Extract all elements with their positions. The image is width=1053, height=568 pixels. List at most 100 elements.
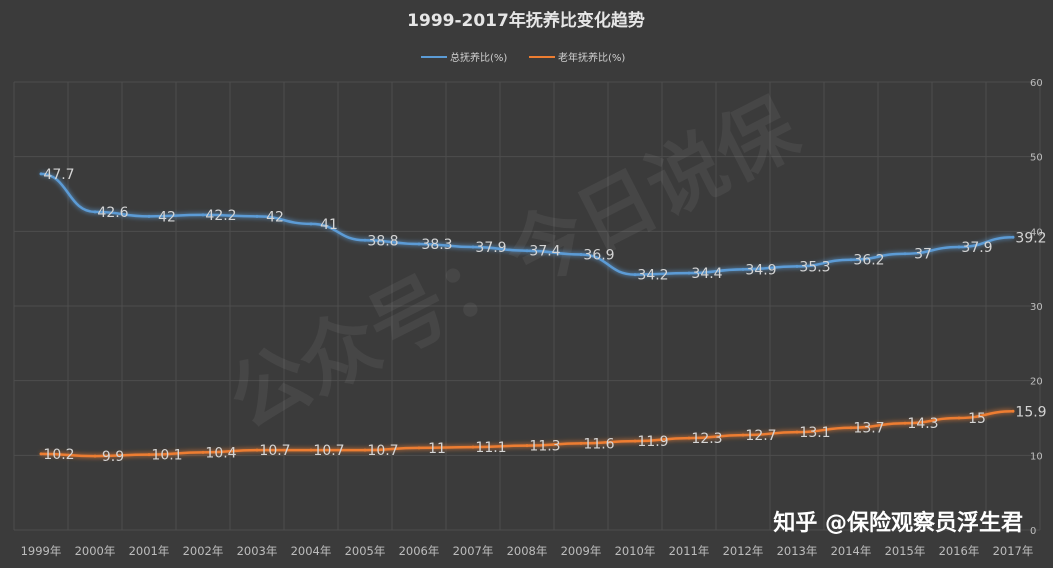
data-label: 11.6	[583, 436, 614, 452]
data-label: 42.6	[97, 205, 128, 221]
data-label: 15.9	[1015, 404, 1046, 420]
data-point	[471, 445, 475, 449]
data-point	[147, 453, 151, 457]
x-tick-label: 2006年	[399, 544, 440, 558]
data-point	[417, 446, 421, 450]
watermark-diagonal: 公众号：今日说保	[215, 83, 813, 447]
chart-title: 1999-2017年抚养比变化趋势	[407, 10, 645, 31]
x-tick-label: 2003年	[237, 544, 278, 558]
legend-label: 总抚养比(%)	[450, 51, 507, 64]
data-point	[39, 172, 43, 176]
data-point	[687, 271, 691, 275]
data-point	[579, 252, 583, 256]
data-point	[1011, 409, 1015, 413]
data-label: 47.7	[43, 167, 74, 183]
data-label: 34.2	[637, 268, 668, 284]
x-tick-label: 2016年	[939, 544, 980, 558]
x-tick-label: 2000年	[75, 544, 116, 558]
data-label: 11.3	[529, 439, 560, 455]
data-label: 15	[968, 411, 986, 427]
data-point	[633, 439, 637, 443]
x-tick-label: 2011年	[669, 544, 710, 558]
data-point	[579, 441, 583, 445]
data-point	[795, 264, 799, 268]
data-label: 10.2	[43, 447, 74, 463]
legend-item: 老年抚养比(%)	[529, 51, 625, 64]
data-point	[1011, 235, 1015, 239]
data-point	[795, 430, 799, 434]
y-tick-label: 10	[1030, 451, 1043, 462]
x-tick-label: 2009年	[561, 544, 602, 558]
data-label: 34.9	[745, 262, 776, 278]
data-point	[741, 267, 745, 271]
x-tick-label: 2001年	[129, 544, 170, 558]
data-point	[633, 273, 637, 277]
x-tick-label: 2012年	[723, 544, 764, 558]
data-label: 9.9	[102, 449, 124, 465]
data-point	[201, 213, 205, 217]
data-point	[309, 448, 313, 452]
data-label: 10.1	[151, 448, 182, 464]
x-tick-label: 2010年	[615, 544, 656, 558]
data-label: 36.9	[583, 247, 614, 263]
data-point	[309, 222, 313, 226]
data-label: 35.3	[799, 259, 830, 275]
data-label: 37.4	[529, 244, 560, 260]
data-point	[525, 249, 529, 253]
data-label: 37.9	[475, 240, 506, 256]
data-label: 10.7	[259, 443, 290, 459]
data-point	[147, 214, 151, 218]
data-label: 42	[266, 209, 284, 225]
x-tick-label: 2013年	[777, 544, 818, 558]
y-tick-label: 20	[1030, 377, 1043, 388]
data-point	[93, 210, 97, 214]
data-point	[39, 452, 43, 456]
x-tick-label: 2007年	[453, 544, 494, 558]
data-label: 12.7	[745, 428, 776, 444]
data-label: 38.3	[421, 237, 452, 253]
data-point	[687, 436, 691, 440]
data-point	[957, 416, 961, 420]
data-point	[903, 252, 907, 256]
data-point	[417, 242, 421, 246]
data-label: 13.7	[853, 421, 884, 437]
data-label: 36.2	[853, 253, 884, 269]
x-tick-label: 1999年	[21, 544, 62, 558]
data-point	[849, 426, 853, 430]
data-point	[471, 245, 475, 249]
data-label: 10.7	[313, 443, 344, 459]
legend-label: 老年抚养比(%)	[558, 51, 625, 64]
data-point	[903, 421, 907, 425]
data-point	[201, 450, 205, 454]
data-point	[93, 454, 97, 458]
x-tick-label: 2008年	[507, 544, 548, 558]
data-label: 14.3	[907, 416, 938, 432]
data-label: 34.4	[691, 266, 722, 282]
data-point	[849, 258, 853, 262]
x-tick-label: 2005年	[345, 544, 386, 558]
y-tick-label: 50	[1030, 153, 1043, 164]
data-label: 10.7	[367, 443, 398, 459]
data-point	[255, 214, 259, 218]
data-label: 39.2	[1015, 230, 1046, 246]
data-point	[255, 448, 259, 452]
data-point	[525, 444, 529, 448]
x-tick-label: 2015年	[885, 544, 926, 558]
data-label: 42.2	[205, 208, 236, 224]
y-tick-label: 40	[1030, 227, 1043, 238]
data-label: 13.1	[799, 425, 830, 441]
data-point	[363, 448, 367, 452]
legend-item: 总抚养比(%)	[421, 51, 507, 64]
data-label: 11	[428, 441, 446, 457]
data-point	[741, 433, 745, 437]
data-label: 38.8	[367, 233, 398, 249]
data-label: 37	[914, 247, 932, 263]
x-tick-label: 2014年	[831, 544, 872, 558]
y-tick-label: 30	[1030, 302, 1043, 313]
data-point	[363, 238, 367, 242]
data-label: 37.9	[961, 240, 992, 256]
data-label: 11.9	[637, 434, 668, 450]
data-label: 42	[158, 209, 176, 225]
